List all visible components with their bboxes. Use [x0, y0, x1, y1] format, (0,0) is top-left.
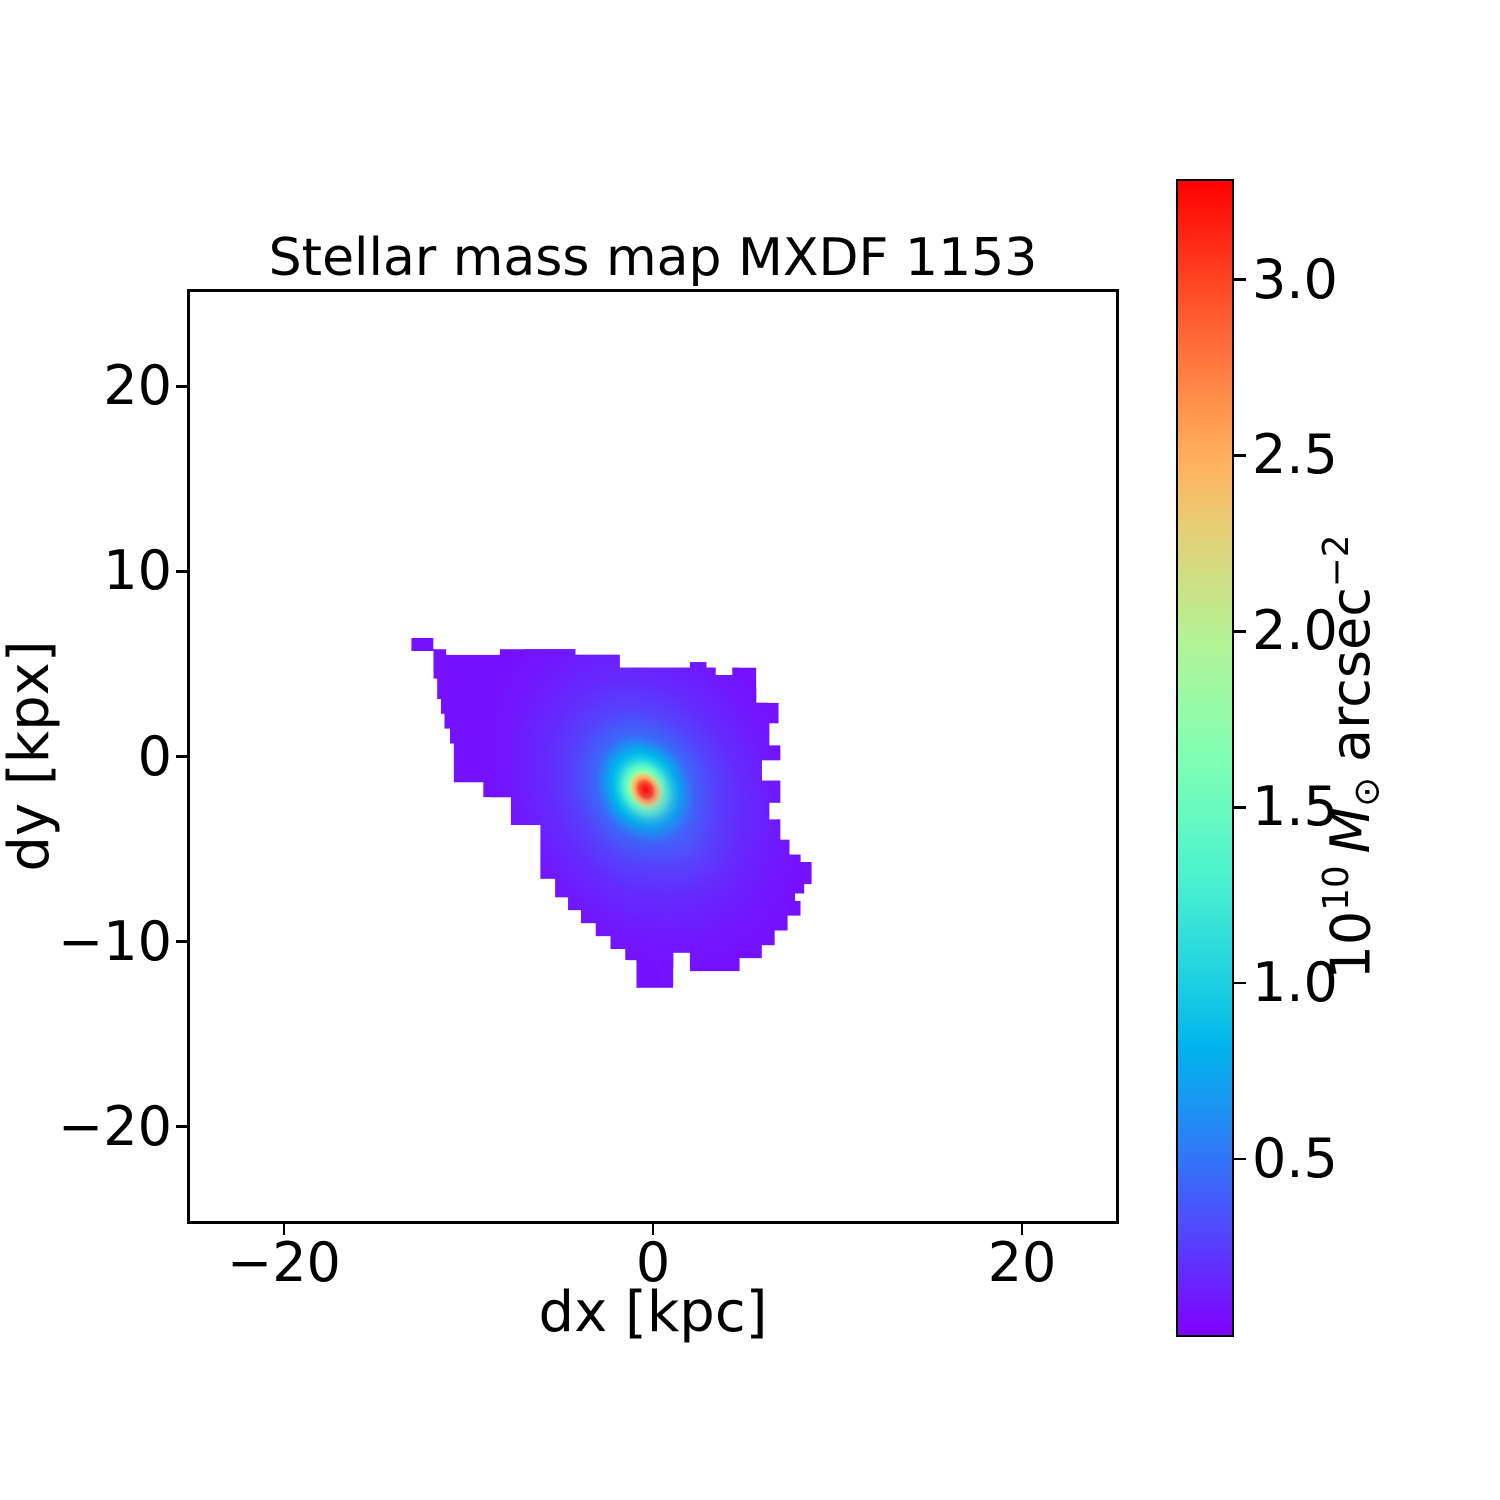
colorbar-tick-label cb-tick-label: 0.5	[1252, 1127, 1338, 1191]
plot-title: Stellar mass map MXDF 1153	[268, 228, 1038, 288]
y-tick-label: 10	[103, 539, 172, 603]
x-tick-mark	[651, 1223, 655, 1235]
colorbar-unit-name-exponent: −2	[1316, 534, 1357, 588]
stellar-mass-map	[411, 638, 812, 988]
y-tick-label: 0	[137, 724, 172, 788]
colorbar-unit-exponent: 10	[1316, 865, 1357, 911]
y-tick-mark	[176, 1125, 188, 1128]
colorbar-tick-mark	[1234, 278, 1246, 281]
colorbar-tick-mark	[1234, 630, 1246, 633]
colorbar-tick-mark	[1234, 454, 1246, 457]
y-tick-label: 20	[103, 354, 172, 418]
x-tick-label: 20	[987, 1231, 1057, 1294]
sun-symbol-icon: ⊙	[1346, 777, 1388, 807]
colorbar-tick-label cb-tick-label: 1.5	[1252, 775, 1338, 839]
colorbar-tick-mark	[1234, 1157, 1246, 1161]
x-axis-label: dx [kpc]	[538, 1280, 768, 1345]
secondary-halo-lobe	[615, 763, 765, 928]
colorbar-tick-label cb-tick-label: 2.5	[1252, 423, 1338, 487]
colorbar-tick-label cb-tick-label: 1.0	[1252, 951, 1338, 1015]
segmentation-blob	[411, 638, 812, 988]
x-tick-label: 0	[635, 1231, 671, 1294]
colorbar-tick-mark	[1234, 806, 1246, 809]
y-tick-mark	[176, 570, 188, 573]
y-tick-label: −20	[58, 1094, 172, 1158]
x-tick-mark	[1020, 1223, 1024, 1235]
colorbar-tick-mark	[1234, 981, 1246, 985]
colorbar-tick-label cb-tick-label: 3.0	[1252, 247, 1338, 311]
y-tick-mark	[176, 755, 188, 758]
colorbar-gradient	[1176, 179, 1234, 1337]
x-tick-mark	[282, 1223, 286, 1235]
colorbar-tick-label cb-tick-label: 2.0	[1252, 599, 1338, 663]
y-tick-label: −10	[58, 909, 172, 973]
y-tick-mark	[176, 940, 188, 943]
y-tick-mark	[176, 385, 188, 388]
x-tick-label: −20	[226, 1231, 341, 1294]
